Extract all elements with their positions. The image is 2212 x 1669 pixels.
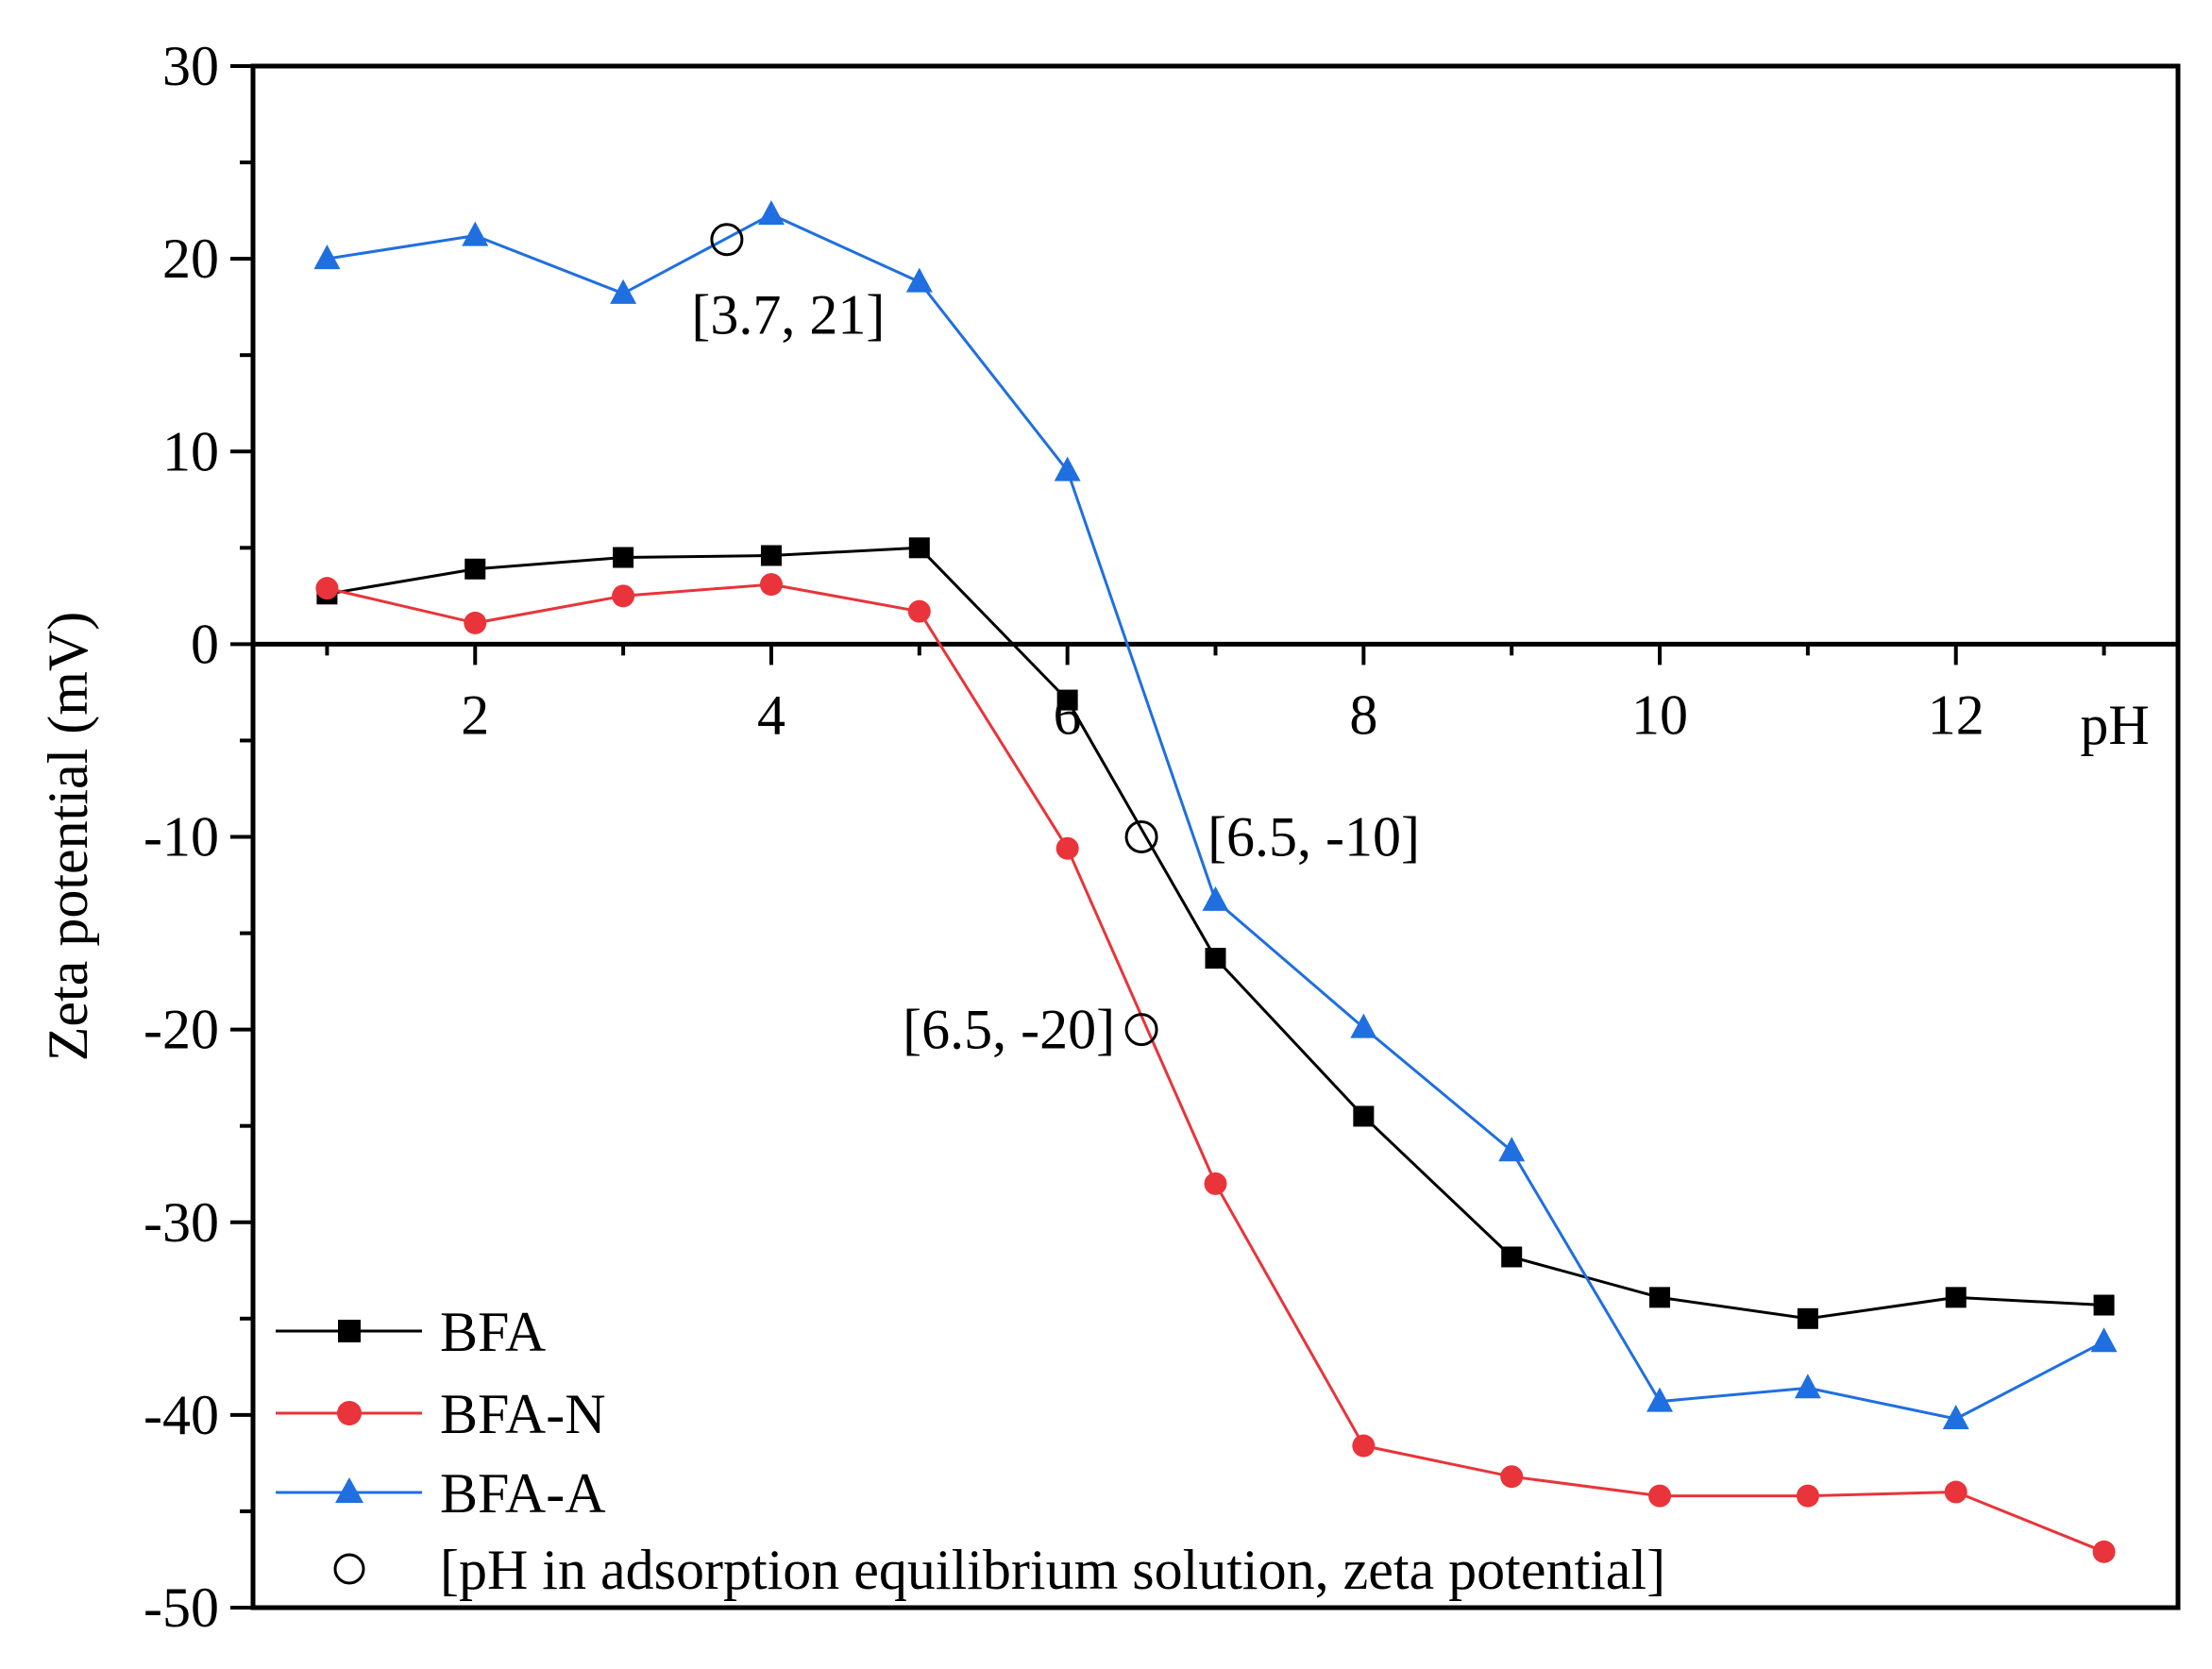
data-point-bfa xyxy=(1205,948,1226,969)
y-tick-label: -30 xyxy=(144,1191,219,1254)
y-axis: 30 20 10 0 -10 -20 -30 -40 -50 xyxy=(144,35,253,1639)
data-point-bfa-n xyxy=(2092,1540,2116,1563)
legend-marker-bfa xyxy=(338,1320,361,1342)
x-tick-label: 12 xyxy=(1928,683,1984,746)
equilibrium-label: [6.5, -10] xyxy=(1207,806,1420,868)
data-point-bfa-a xyxy=(1202,885,1229,911)
equilibrium-label: [3.7, 21] xyxy=(691,284,885,346)
data-point-bfa xyxy=(2093,1294,2115,1316)
equilibrium-point xyxy=(710,223,744,257)
equilibrium-label: [6.5, -20] xyxy=(903,999,1115,1061)
legend-label-bfa: BFA xyxy=(440,1301,546,1363)
y-tick-label: -10 xyxy=(144,806,219,868)
y-tick-label: 0 xyxy=(191,613,219,675)
legend-label-bfa-a: BFA-A xyxy=(440,1462,606,1525)
y-tick-label: 10 xyxy=(162,420,219,482)
data-point-bfa xyxy=(908,537,930,559)
data-point-bfa-n xyxy=(1796,1484,1819,1508)
data-point-bfa-a xyxy=(905,267,933,293)
y-tick-label: -40 xyxy=(144,1384,219,1446)
data-point-bfa-a xyxy=(610,278,637,304)
legend-marker-bfa-n xyxy=(337,1401,362,1425)
x-tick-label: 10 xyxy=(1631,683,1688,746)
data-point-bfa-a xyxy=(757,200,785,226)
data-point-bfa-n xyxy=(1648,1484,1672,1508)
equilibrium-point xyxy=(1124,820,1158,853)
data-point-bfa-a xyxy=(1054,456,1081,481)
data-point-bfa xyxy=(464,558,486,580)
data-point-bfa xyxy=(1649,1287,1671,1308)
data-point-bfa xyxy=(1353,1105,1375,1127)
data-point-bfa-n xyxy=(1204,1172,1227,1195)
data-point-bfa xyxy=(1501,1246,1523,1268)
equilibrium-point xyxy=(1124,1013,1158,1047)
x-tick-label: 8 xyxy=(1349,683,1377,746)
data-point-bfa xyxy=(1056,689,1078,711)
data-point-bfa-a xyxy=(1498,1137,1526,1162)
data-point-bfa xyxy=(613,547,634,568)
x-axis-title: pH xyxy=(2080,694,2149,756)
data-point-bfa-a xyxy=(313,244,341,270)
data-point-bfa xyxy=(1945,1287,1967,1308)
series-line-bfa xyxy=(327,546,2104,1321)
y-tick-label: 30 xyxy=(162,35,219,97)
y-axis-title: Zeta potential (mV) xyxy=(37,612,99,1061)
data-point-bfa-a xyxy=(1794,1374,1821,1399)
x-tick-label: 4 xyxy=(757,683,785,746)
legend-label-bfa-n: BFA-N xyxy=(440,1383,606,1445)
x-tick-label: 2 xyxy=(461,683,489,746)
data-point-bfa-a xyxy=(462,221,489,246)
data-point-bfa xyxy=(760,545,782,566)
y-tick-label: -20 xyxy=(144,999,219,1061)
equilibrium-annotations: [3.7, 21] [6.5, -10] [6.5, -20] xyxy=(691,223,1420,1061)
legend-marker-equilibrium xyxy=(333,1553,365,1585)
data-point-bfa-n xyxy=(907,599,931,623)
data-point-bfa-n xyxy=(1500,1465,1524,1489)
data-point-bfa-n xyxy=(1352,1434,1376,1458)
series-layer xyxy=(313,200,2118,1563)
legend: BFA BFA-N BFA-A [pH in adsorption equili… xyxy=(276,1301,1665,1601)
y-tick-label: -50 xyxy=(144,1576,219,1639)
legend-label-equilibrium: [pH in adsorption equilibrium solution, … xyxy=(440,1539,1665,1601)
data-point-bfa-n xyxy=(1944,1480,1967,1504)
data-point-bfa-a xyxy=(1942,1404,1969,1429)
x-axis: 2 4 6 8 10 12 xyxy=(325,644,2106,746)
data-point-bfa xyxy=(1797,1307,1818,1329)
legend-marker-bfa-a xyxy=(335,1477,363,1503)
data-point-bfa-a xyxy=(1350,1013,1377,1038)
data-point-bfa-n xyxy=(612,584,635,608)
data-point-bfa-n xyxy=(315,577,339,600)
data-point-bfa-n xyxy=(1055,836,1079,860)
data-point-bfa-n xyxy=(759,573,783,597)
y-tick-label: 20 xyxy=(162,228,219,290)
data-point-bfa-n xyxy=(464,611,487,634)
data-point-bfa-a xyxy=(1646,1387,1674,1412)
data-point-bfa-a xyxy=(2090,1327,2118,1353)
